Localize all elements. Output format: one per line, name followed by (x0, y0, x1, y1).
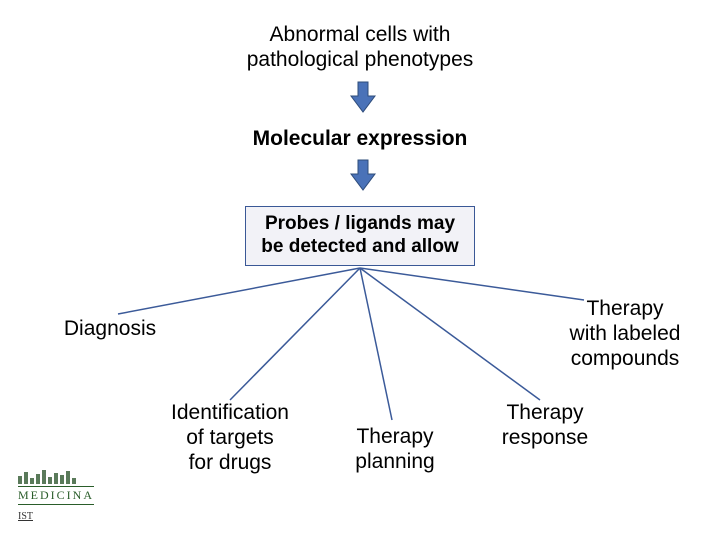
fan-lines (0, 0, 720, 540)
logo-medicina-text: MEDICINA (18, 486, 94, 505)
logo-bars-icon (18, 470, 94, 484)
logo-ist-text: IST (18, 511, 94, 522)
logo-region: MEDICINA IST (18, 470, 94, 522)
